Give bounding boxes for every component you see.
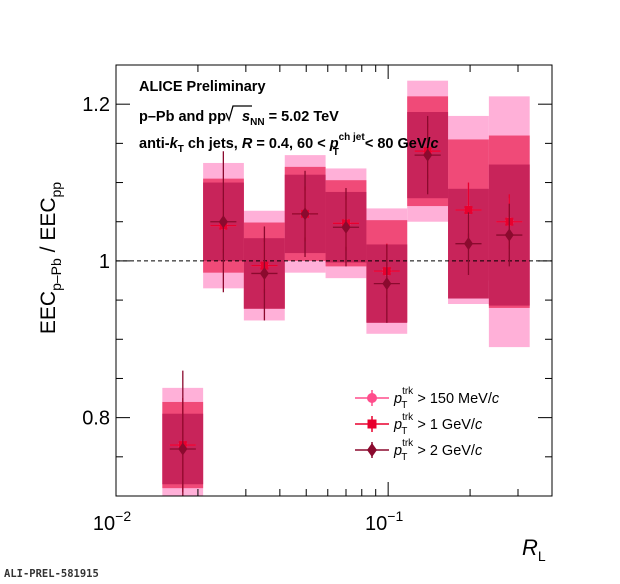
sqrt-sign [225,105,252,122]
marker-s2-b8 [504,228,514,242]
jet-selection-label: anti-kT ch jets, R = 0.4, 60 < pch jet T … [139,132,439,158]
legend-label-0: ptrk T > 150 MeV/c [393,386,500,411]
x-axis-ticks: 10−2 10−1 [93,65,553,535]
chart-title: ALICE Preliminary [139,79,266,95]
marker-s2-b1 [218,215,228,229]
legend-label-2: ptrk T > 2 GeV/c [393,438,483,463]
figure-id: ALI-PREL-581915 [4,568,99,580]
y-tick-label-1: 1 [99,251,110,273]
plot-frame [115,64,553,497]
y-tick-label-0: 0.8 [82,408,110,430]
collision-system-label: p–Pb and pp sNN = 5.02 TeV [139,109,339,128]
x-axis-label: RL [522,535,546,564]
y-axis-label: EECp–Pb / EECpp [37,182,64,334]
marker-s1-b7 [464,205,473,214]
marker-s2-b0 [178,442,188,456]
marker-s2-b2 [259,266,269,280]
legend-marker-1 [367,419,377,429]
x-tick-label-1: 10−1 [365,508,403,535]
y-axis-ticks: 0.8 1 1.2 [82,64,552,497]
marker-s2-b3 [300,207,310,221]
marker-s2-b4 [341,220,351,234]
marker-s2-b5 [382,277,392,291]
y-tick-label-2: 1.2 [82,94,110,116]
marker-s2-b6 [423,148,433,162]
legend-marker-0 [367,393,377,403]
data-points [169,115,523,496]
marker-s2-b7 [463,237,473,251]
legend-label-1: ptrk T > 1 GeV/c [393,412,483,437]
legend-marker-2 [367,443,377,457]
x-tick-label-0: 10−2 [93,508,131,535]
